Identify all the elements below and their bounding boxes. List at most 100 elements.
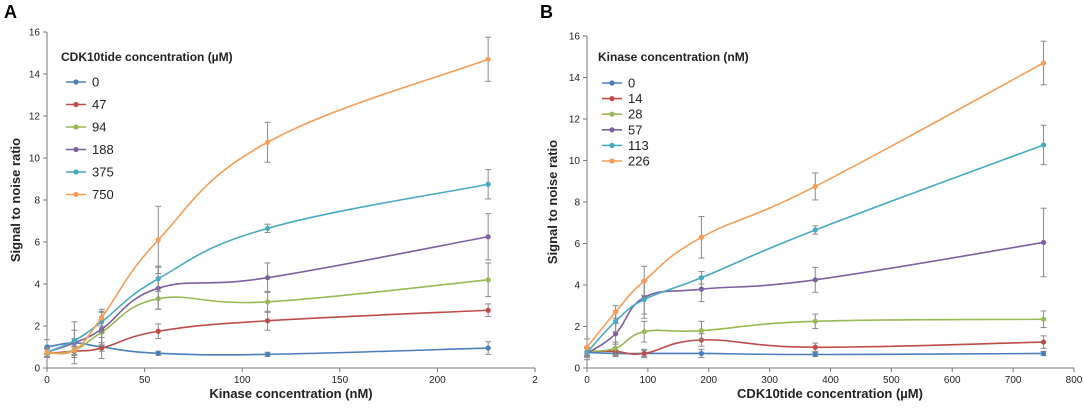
legend-label: 57 <box>628 122 642 137</box>
data-point <box>812 344 818 350</box>
data-point <box>812 277 818 283</box>
panel-label: A <box>4 2 17 22</box>
y-tick-label: 12 <box>29 112 41 123</box>
data-point <box>264 351 271 357</box>
legend-swatch-marker <box>73 169 79 175</box>
data-point <box>1040 350 1047 357</box>
data-point <box>812 183 818 190</box>
y-axis-label: Signal to noise ratio <box>545 140 560 264</box>
x-tick-label: 700 <box>1005 375 1022 386</box>
legend-swatch-marker <box>609 158 615 164</box>
x-tick-label: 200 <box>429 375 446 386</box>
data-point <box>155 328 161 334</box>
legend-label: 28 <box>628 107 642 122</box>
legend-label: 0 <box>628 76 635 91</box>
x-tick-label: 0 <box>44 375 50 386</box>
data-point <box>613 331 619 337</box>
y-tick-label: 10 <box>29 154 41 165</box>
legend-label: 94 <box>92 120 106 135</box>
data-point <box>155 350 161 356</box>
data-point <box>71 347 77 353</box>
y-tick-label: 14 <box>569 73 581 84</box>
data-point <box>485 307 491 313</box>
data-point <box>155 276 161 282</box>
legend-swatch-marker <box>609 142 615 148</box>
data-point <box>264 139 271 145</box>
series-0 <box>44 338 492 357</box>
data-point <box>71 338 77 344</box>
x-tick-label: 100 <box>234 375 251 386</box>
chart-panel-b: B 0 2 4 6 8 10 12 14 16 0 100 200 300 400 500 600 700 800 C… <box>540 2 1083 401</box>
data-point <box>584 344 590 350</box>
data-point <box>1040 239 1047 246</box>
data-point <box>641 278 647 284</box>
data-point <box>613 318 619 324</box>
x-tick-label: 2 <box>532 375 538 386</box>
data-point <box>812 227 818 233</box>
data-point <box>155 237 161 243</box>
data-point <box>99 345 105 351</box>
legend-title: CDK10tide concentration (µM) <box>61 50 233 64</box>
data-point <box>485 56 491 62</box>
data-point <box>1040 339 1047 345</box>
legend-swatch-marker <box>73 191 79 198</box>
y-tick-label: 12 <box>569 115 581 126</box>
legend-label: 375 <box>92 165 114 180</box>
y-tick-label: 2 <box>574 322 580 333</box>
panel-label: B <box>540 2 553 22</box>
data-point <box>613 345 619 351</box>
series-line <box>586 241 1044 355</box>
data-point <box>641 329 647 335</box>
y-tick-label: 16 <box>569 32 581 43</box>
y-tick-label: 8 <box>34 196 40 207</box>
data-point <box>485 234 491 240</box>
legend-label: 47 <box>92 97 106 112</box>
data-point <box>698 328 705 334</box>
data-point <box>485 277 491 283</box>
y-tick-label: 0 <box>34 364 40 375</box>
x-tick-label: 50 <box>139 375 151 386</box>
data-point <box>44 349 50 355</box>
legend-swatch-marker <box>73 101 79 108</box>
data-point <box>1040 60 1047 66</box>
x-tick-label: 150 <box>331 375 348 386</box>
legend-swatch-marker <box>73 146 79 153</box>
y-tick-label: 8 <box>574 198 580 209</box>
data-point <box>485 345 491 351</box>
legend-swatch-marker <box>73 79 79 85</box>
legend-swatch-marker <box>73 124 79 130</box>
legend-swatch-marker <box>609 111 615 117</box>
x-tick-label: 100 <box>640 375 657 386</box>
y-axis-label: Signal to noise ratio <box>8 138 23 262</box>
x-tick-label: 200 <box>700 375 717 386</box>
legend-label: 113 <box>628 138 649 153</box>
legend-label: 750 <box>92 187 114 202</box>
x-tick-label: 0 <box>584 375 590 386</box>
data-point <box>264 275 271 281</box>
x-axis-label: CDK10tide concentration (µM) <box>737 386 923 401</box>
y-tick-label: 6 <box>574 239 580 250</box>
x-tick-label: 500 <box>883 375 900 386</box>
y-tick-label: 14 <box>29 70 41 81</box>
y-tick-label: 4 <box>574 281 580 292</box>
chart-panel-a: A 0 2 4 6 8 10 12 14 16 0 50 100 150 200 2 Kinase concen… <box>4 2 538 401</box>
legend-label: 226 <box>628 154 650 169</box>
series-750 <box>44 36 492 357</box>
y-tick-label: 4 <box>34 280 40 291</box>
legend-title: Kinase concentration (nM) <box>598 50 749 64</box>
data-point <box>264 225 271 231</box>
x-tick-label: 800 <box>1066 375 1083 386</box>
legend-swatch-marker <box>609 127 615 133</box>
data-point <box>698 286 705 292</box>
y-tick-label: 16 <box>29 28 41 39</box>
series-226 <box>584 40 1047 357</box>
x-tick-label: 400 <box>822 375 839 386</box>
data-point <box>641 296 647 303</box>
legend-swatch-marker <box>609 80 615 86</box>
data-point <box>99 315 105 321</box>
y-tick-label: 6 <box>34 238 40 249</box>
x-axis-label: Kinase concentration (nM) <box>209 386 372 401</box>
data-point <box>264 299 271 305</box>
data-point <box>698 234 705 240</box>
